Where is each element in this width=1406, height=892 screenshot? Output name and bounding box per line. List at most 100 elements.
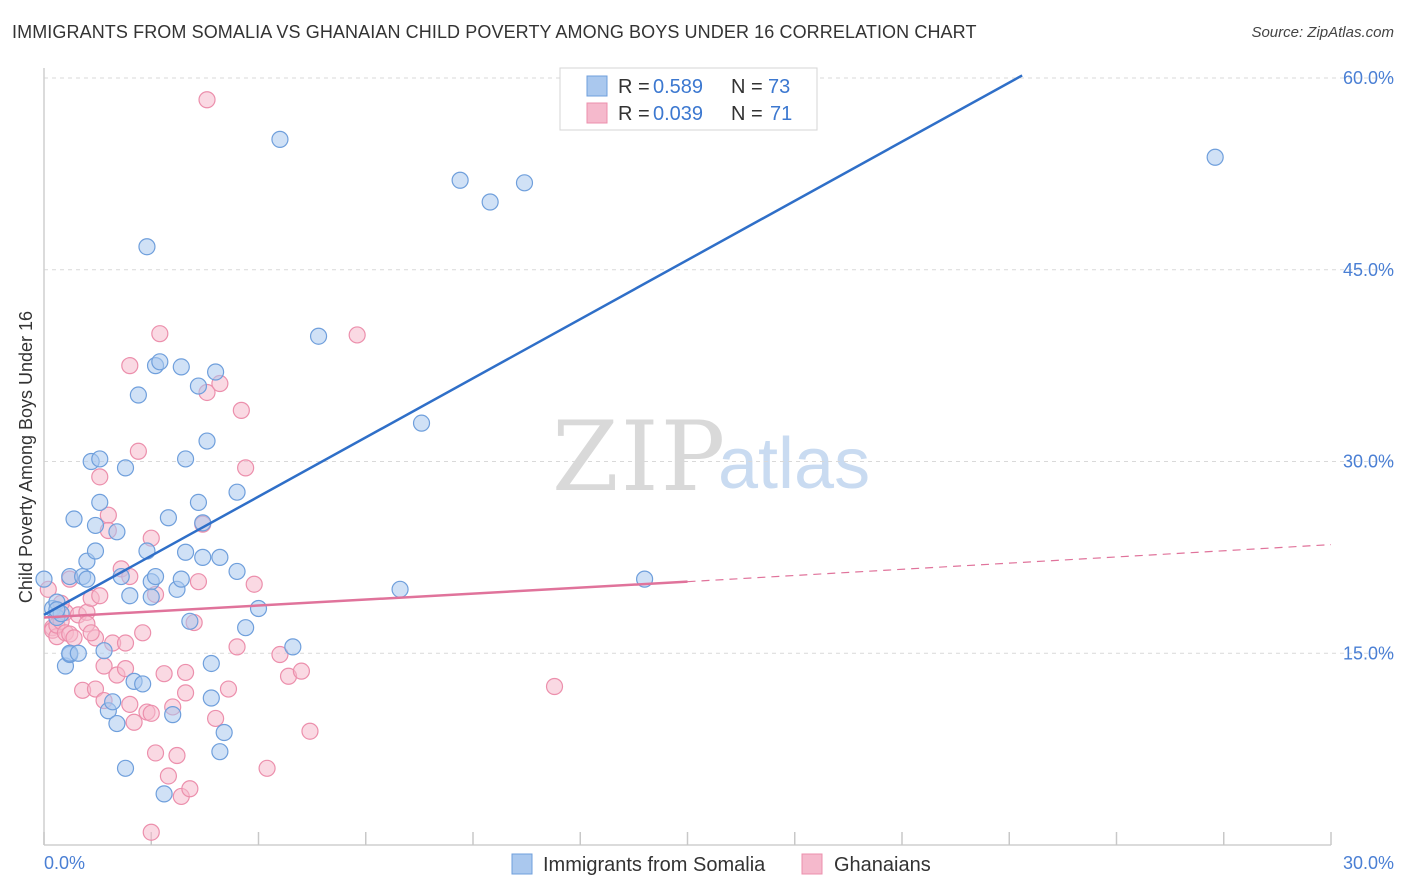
ghanaians-point [142, 823, 160, 841]
gridlines [44, 77, 1394, 654]
somalia-point [69, 644, 87, 662]
ghanaians-point [125, 713, 143, 731]
somalia-point [211, 743, 229, 761]
somalia-point [412, 414, 431, 432]
somalia-point [95, 642, 113, 660]
somalia-point [271, 130, 289, 148]
somalia-point [481, 193, 499, 211]
somalia-point [207, 363, 225, 381]
somalia-point [138, 542, 156, 560]
ghanaians-point [219, 680, 238, 698]
somalia-point [65, 510, 83, 528]
ghanaians-point [176, 663, 195, 682]
somalia-point [189, 493, 208, 512]
ghana-legend-swatch [586, 102, 608, 124]
ghanaians-point [168, 746, 186, 765]
somalia-point [91, 493, 109, 512]
somalia-point [202, 689, 220, 707]
somalia-point [129, 386, 147, 404]
ghana-n-value: 71 [770, 103, 792, 125]
somalia-point [116, 459, 135, 477]
somalia-point [228, 483, 246, 501]
somalia-point [1206, 148, 1224, 166]
y-tick-label: 45.0% [1343, 260, 1394, 280]
somalia-r-value: 0.589 [653, 76, 703, 98]
bottom-legend-somalia-label: Immigrants from Somalia [543, 854, 766, 876]
somalia-point [172, 358, 190, 376]
watermark-zip: ZIP [552, 401, 727, 513]
ghanaians-point [129, 442, 147, 460]
y-tick-label: 30.0% [1343, 452, 1394, 472]
y-tick-label: 15.0% [1343, 643, 1394, 663]
stats-legend: R = 0.589 N = 73 R = 0.039 N = 71 [559, 67, 818, 131]
ghanaians-point [159, 767, 178, 785]
ghanaians-point [116, 634, 135, 652]
bottom-legend-somalia-swatch [511, 853, 533, 875]
ghanaians-point [245, 575, 263, 593]
y-tick-labels: 15.0% 30.0% 45.0% 60.0% [1343, 68, 1394, 663]
ghanaians-point [189, 573, 208, 591]
ghanaians-point [292, 662, 310, 680]
somalia-point [78, 570, 96, 588]
somalia-point [211, 548, 229, 566]
ghanaians-point [116, 659, 135, 678]
somalia-point [164, 706, 182, 724]
ghanaians-points [39, 91, 564, 841]
somalia-point [159, 509, 178, 527]
somalia-point [176, 543, 195, 561]
ghanaians-point [181, 780, 199, 798]
somalia-point [189, 377, 208, 395]
somalia-point [309, 327, 328, 345]
somalia-point [86, 516, 105, 535]
ghanaians-point [237, 459, 255, 477]
ghanaians-point [121, 357, 139, 375]
somalia-point [215, 723, 233, 742]
bottom-legend-ghana-label: Ghanaians [834, 854, 931, 876]
ghanaians-point [301, 722, 319, 740]
bottom-legend: Immigrants from Somalia Ghanaians [511, 853, 931, 876]
somalia-point [116, 759, 135, 777]
ghanaians-point [121, 695, 139, 713]
somalia-point [142, 588, 160, 606]
somalia-point [228, 562, 246, 581]
somalia-point [146, 567, 165, 586]
trend-lines [43, 74, 1332, 619]
somalia-points [35, 130, 1224, 803]
ghana-trend-line [43, 580, 688, 619]
ghanaians-point [271, 645, 289, 664]
somalia-point [172, 570, 190, 588]
ghanaians-point [86, 680, 105, 698]
x-tick-marks [43, 832, 1332, 845]
ghana-r-value: 0.039 [653, 103, 703, 125]
somalia-point [104, 693, 122, 711]
ghanaians-point [134, 624, 152, 642]
somalia-point [181, 612, 199, 630]
somalia-point [108, 714, 126, 733]
ghana-trend-extension [687, 543, 1332, 583]
somalia-trend-line [43, 74, 1023, 616]
watermark-atlas: atlas [718, 424, 870, 504]
y-axis-label: Child Poverty Among Boys Under 16 [16, 311, 36, 603]
ghana-n-label: N = [731, 103, 763, 125]
ghanaians-point [155, 665, 173, 683]
somalia-point [237, 619, 255, 637]
ghanaians-point [142, 704, 160, 722]
somalia-point [176, 450, 195, 468]
ghanaians-point [146, 744, 165, 762]
ghanaians-point [232, 401, 250, 419]
somalia-point [198, 432, 216, 450]
somalia-point [155, 785, 173, 803]
ghanaians-point [176, 684, 195, 702]
ghanaians-point [348, 326, 366, 344]
somalia-r-label: R = [618, 76, 650, 98]
ghanaians-point [198, 91, 216, 109]
ghanaians-point [258, 759, 276, 777]
somalia-legend-swatch [586, 75, 608, 97]
somalia-point [202, 654, 220, 673]
somalia-point [284, 638, 302, 656]
chart-title: IMMIGRANTS FROM SOMALIA VS GHANAIAN CHIL… [12, 22, 977, 42]
ghanaians-point [65, 629, 83, 647]
somalia-point [194, 548, 212, 566]
somalia-point [35, 570, 53, 588]
